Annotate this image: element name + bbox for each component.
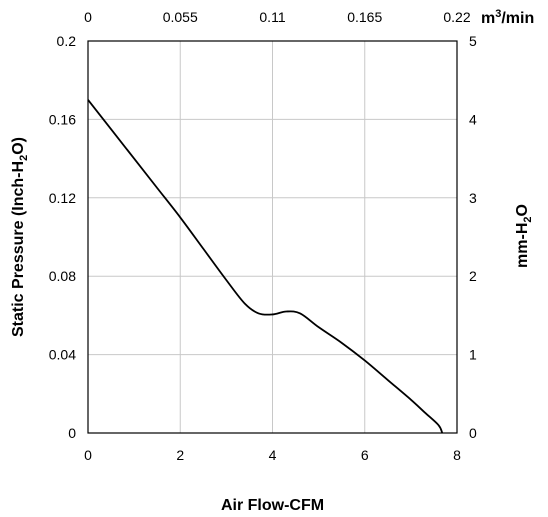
y-axis-title-subscript: 2 xyxy=(18,155,30,161)
right-y-tick-label: 2 xyxy=(469,268,477,284)
y-tick-label: 0.2 xyxy=(57,33,77,49)
secondary-y-axis-title: mm-H2O xyxy=(514,204,534,268)
x-tick-label: 0 xyxy=(84,447,92,463)
y-tick-label: 0.08 xyxy=(49,268,76,284)
y-axis-title: Static Pressure (Inch-H2O) xyxy=(10,137,30,337)
top-x-tick-label: 0 xyxy=(84,9,92,25)
right-y-tick-label: 5 xyxy=(469,33,477,49)
top-x-tick-label: 0.22 xyxy=(443,9,470,25)
x-tick-label: 4 xyxy=(269,447,277,463)
y-tick-label: 0.04 xyxy=(49,347,76,363)
secondary-x-axis-unit: m3/min xyxy=(481,8,534,27)
tick-labels: 0 2 4 6 80 0.055 0.11 0.165 0.2200.040.080.120.1… xyxy=(49,9,477,463)
secondary-x-axis-unit-part: m xyxy=(481,10,495,27)
x-axis-title: Air Flow-CFM xyxy=(221,497,324,514)
y-tick-label: 0.16 xyxy=(49,111,76,127)
secondary-y-axis-title-subscript: 2 xyxy=(522,216,534,222)
right-y-tick-label: 1 xyxy=(469,347,477,363)
right-y-tick-label: 4 xyxy=(469,111,477,127)
y-tick-label: 0.12 xyxy=(49,190,76,206)
right-y-tick-label: 0 xyxy=(469,425,477,441)
top-x-tick-label: 0.165 xyxy=(347,9,382,25)
x-tick-label: 2 xyxy=(176,447,184,463)
secondary-y-axis-title-part: mm-H xyxy=(514,223,531,268)
top-x-tick-label: 0.11 xyxy=(259,9,285,25)
secondary-y-axis-title-part: O xyxy=(514,204,531,216)
y-tick-label: 0 xyxy=(68,425,76,441)
x-tick-label: 6 xyxy=(361,447,369,463)
gridlines xyxy=(88,41,457,433)
secondary-x-axis-unit-superscript: 3 xyxy=(495,8,501,20)
right-y-tick-label: 3 xyxy=(469,190,477,206)
plot-area xyxy=(87,40,458,434)
top-x-tick-label: 0.055 xyxy=(163,9,198,25)
y-axis-title-part: O) xyxy=(10,137,27,155)
x-tick-label: 8 xyxy=(453,447,461,463)
pressure-flow-curve xyxy=(87,99,444,434)
y-axis-title-part: Static Pressure (Inch-H xyxy=(10,161,27,337)
secondary-x-axis-unit-part: /min xyxy=(501,10,534,27)
